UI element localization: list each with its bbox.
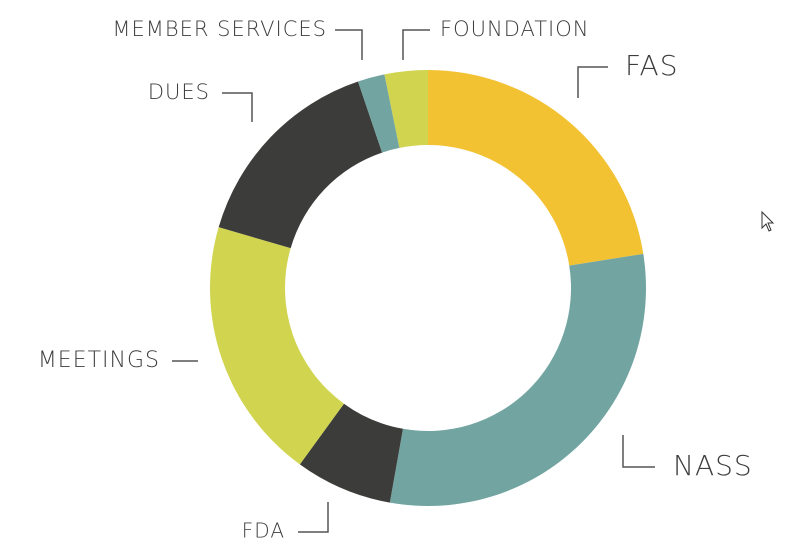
cursor-icon — [761, 210, 775, 232]
slice-label: DUES — [148, 80, 210, 104]
leader-line — [335, 29, 363, 60]
donut-slice — [358, 74, 400, 153]
leader-line — [402, 29, 430, 60]
donut-slice — [384, 70, 428, 148]
leader-line — [222, 92, 253, 122]
slice-label: MEMBER SERVICES — [112, 17, 327, 41]
leader-line — [577, 66, 608, 98]
slice-label: FAS — [625, 49, 678, 82]
leader-line — [298, 502, 329, 533]
slice-label: NASS — [673, 449, 753, 482]
slice-label: MEETINGS — [38, 348, 160, 373]
slice-label: FOUNDATION — [440, 17, 589, 41]
donut-slice — [210, 227, 344, 465]
slice-label: FDA — [242, 519, 285, 543]
donut-slice — [218, 81, 383, 249]
donut-slice — [389, 253, 646, 506]
donut-slice — [428, 70, 644, 266]
donut-slice — [299, 403, 403, 503]
leader-line — [622, 435, 655, 468]
